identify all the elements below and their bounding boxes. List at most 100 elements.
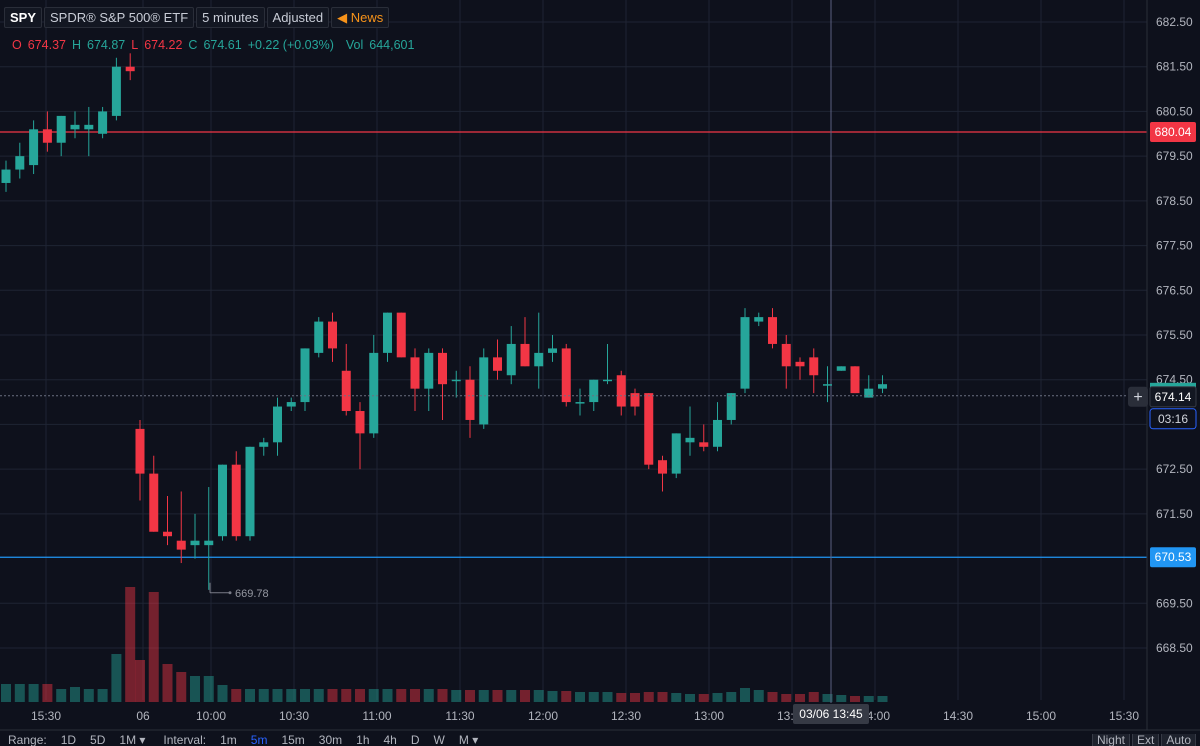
- volume-bar: [877, 696, 888, 702]
- volume-bar: [410, 689, 420, 702]
- range-1d[interactable]: 1D: [60, 734, 77, 746]
- x-tick-label: 12:00: [528, 709, 558, 723]
- crosshair-time-tag: [793, 704, 869, 724]
- auto-button[interactable]: Auto: [1161, 734, 1196, 746]
- interval-button[interactable]: 5 minutes: [196, 7, 265, 28]
- volume-bar: [602, 692, 613, 702]
- volume-bar: [465, 690, 475, 702]
- interval-w[interactable]: W: [433, 734, 445, 746]
- candle-body: [190, 540, 200, 546]
- x-tick-label: 10:30: [279, 709, 309, 723]
- range-5d[interactable]: 5D: [90, 734, 106, 746]
- volume-bar: [125, 587, 136, 702]
- volume-bar: [313, 689, 324, 702]
- y-tick-label: 669.50: [1156, 596, 1193, 610]
- candle-body: [616, 375, 626, 407]
- x-tick-label: 15:30: [1109, 709, 1139, 723]
- interval-5m[interactable]: 5m: [250, 734, 268, 746]
- x-tick-label: 15:00: [1026, 709, 1056, 723]
- volume-bar: [231, 689, 242, 702]
- volume-bar: [56, 689, 67, 702]
- interval-4h[interactable]: 4h: [383, 734, 397, 746]
- candle-body: [56, 115, 66, 143]
- interval-1h[interactable]: 1h: [356, 734, 370, 746]
- volume-bar: [726, 692, 737, 702]
- interval-1m[interactable]: 1m: [220, 734, 237, 746]
- chart-header: SPY SPDR® S&P 500® ETF 5 minutes Adjuste…: [4, 7, 390, 28]
- candle-body: [726, 393, 736, 420]
- volume-bar: [795, 694, 805, 702]
- x-tick-label: 14:30: [943, 709, 973, 723]
- last-price-tag-strip: [1150, 382, 1196, 389]
- candle-body: [218, 464, 227, 537]
- candle-body: [125, 66, 135, 72]
- volume-bar: [14, 684, 25, 702]
- x-tick-label: 06: [136, 709, 150, 723]
- volume-bar: [300, 689, 310, 702]
- symbol-ticker[interactable]: SPY: [4, 7, 43, 28]
- candle-body: [493, 357, 502, 371]
- range-1m[interactable]: 1M ▾: [119, 734, 146, 746]
- y-tick-label: 682.50: [1156, 15, 1193, 29]
- y-tick-label: 676.50: [1156, 283, 1193, 297]
- candle-body: [506, 343, 516, 376]
- volume-bar: [327, 689, 338, 702]
- volume-bar: [657, 692, 668, 702]
- candle-body: [424, 352, 434, 389]
- candle-body: [15, 156, 25, 170]
- volume-bar: [368, 689, 379, 702]
- volume-bar: [478, 690, 489, 702]
- plus-icon: +: [1133, 389, 1142, 406]
- candle-body: [111, 66, 121, 116]
- interval-30m[interactable]: 30m: [318, 734, 343, 746]
- candle-body: [465, 379, 475, 420]
- candle-body: [740, 317, 750, 389]
- ext-button[interactable]: Ext: [1131, 734, 1160, 746]
- volume-bar: [822, 694, 833, 702]
- candle-body: [163, 531, 172, 537]
- candle-body: [603, 379, 612, 382]
- candle-body: [850, 366, 860, 394]
- candle-body: [259, 442, 269, 447]
- adjusted-button[interactable]: Adjusted: [266, 7, 330, 28]
- y-tick-label: 679.50: [1156, 149, 1193, 163]
- candle-body: [864, 388, 874, 398]
- candle-body: [479, 357, 489, 425]
- bottom-toolbar: Range: 1D 5D 1M ▾ Interval: 1m 5m 15m 30…: [0, 734, 1200, 746]
- high-label: H: [71, 38, 81, 52]
- candle-body: [70, 124, 80, 130]
- candle-body: [204, 540, 214, 546]
- speaker-icon: ◀: [337, 10, 348, 25]
- open-label: O: [12, 38, 22, 52]
- x-tick-label: 11:00: [362, 709, 391, 723]
- candle-body: [176, 540, 186, 550]
- interval-15m[interactable]: 15m: [281, 734, 305, 746]
- low-annotation-dot: [228, 591, 232, 595]
- candle-body: [273, 406, 282, 443]
- volume-bar: [396, 689, 407, 702]
- candle-body: [795, 361, 805, 367]
- interval-label: Interval:: [163, 734, 207, 746]
- candle-body: [575, 402, 585, 404]
- candle-body: [98, 111, 108, 134]
- y-tick-label: 677.50: [1156, 239, 1193, 253]
- candle-body: [42, 129, 52, 143]
- close-value: 674.61: [203, 38, 242, 52]
- ohlc-legend: O 674.37 H 674.87 L 674.22 C 674.61 +0.22 (+…: [12, 38, 414, 52]
- news-button[interactable]: ◀ News: [331, 7, 390, 28]
- candle-body: [823, 384, 832, 386]
- change-value: +0.22 (+0.03%): [247, 38, 334, 52]
- open-value: 674.37: [27, 38, 66, 52]
- candle-body: [1, 169, 11, 183]
- symbol-name[interactable]: SPDR® S&P 500® ETF: [44, 7, 195, 28]
- candle-body: [685, 437, 695, 443]
- volume-bar: [148, 592, 159, 702]
- interval-d[interactable]: D: [410, 734, 420, 746]
- candle-body: [534, 352, 544, 367]
- interval-m[interactable]: M ▾: [458, 734, 479, 746]
- volume-bar: [836, 695, 847, 702]
- x-tick-label: 10:00: [196, 709, 226, 723]
- night-button[interactable]: Night: [1091, 734, 1130, 746]
- news-label: News: [350, 10, 384, 25]
